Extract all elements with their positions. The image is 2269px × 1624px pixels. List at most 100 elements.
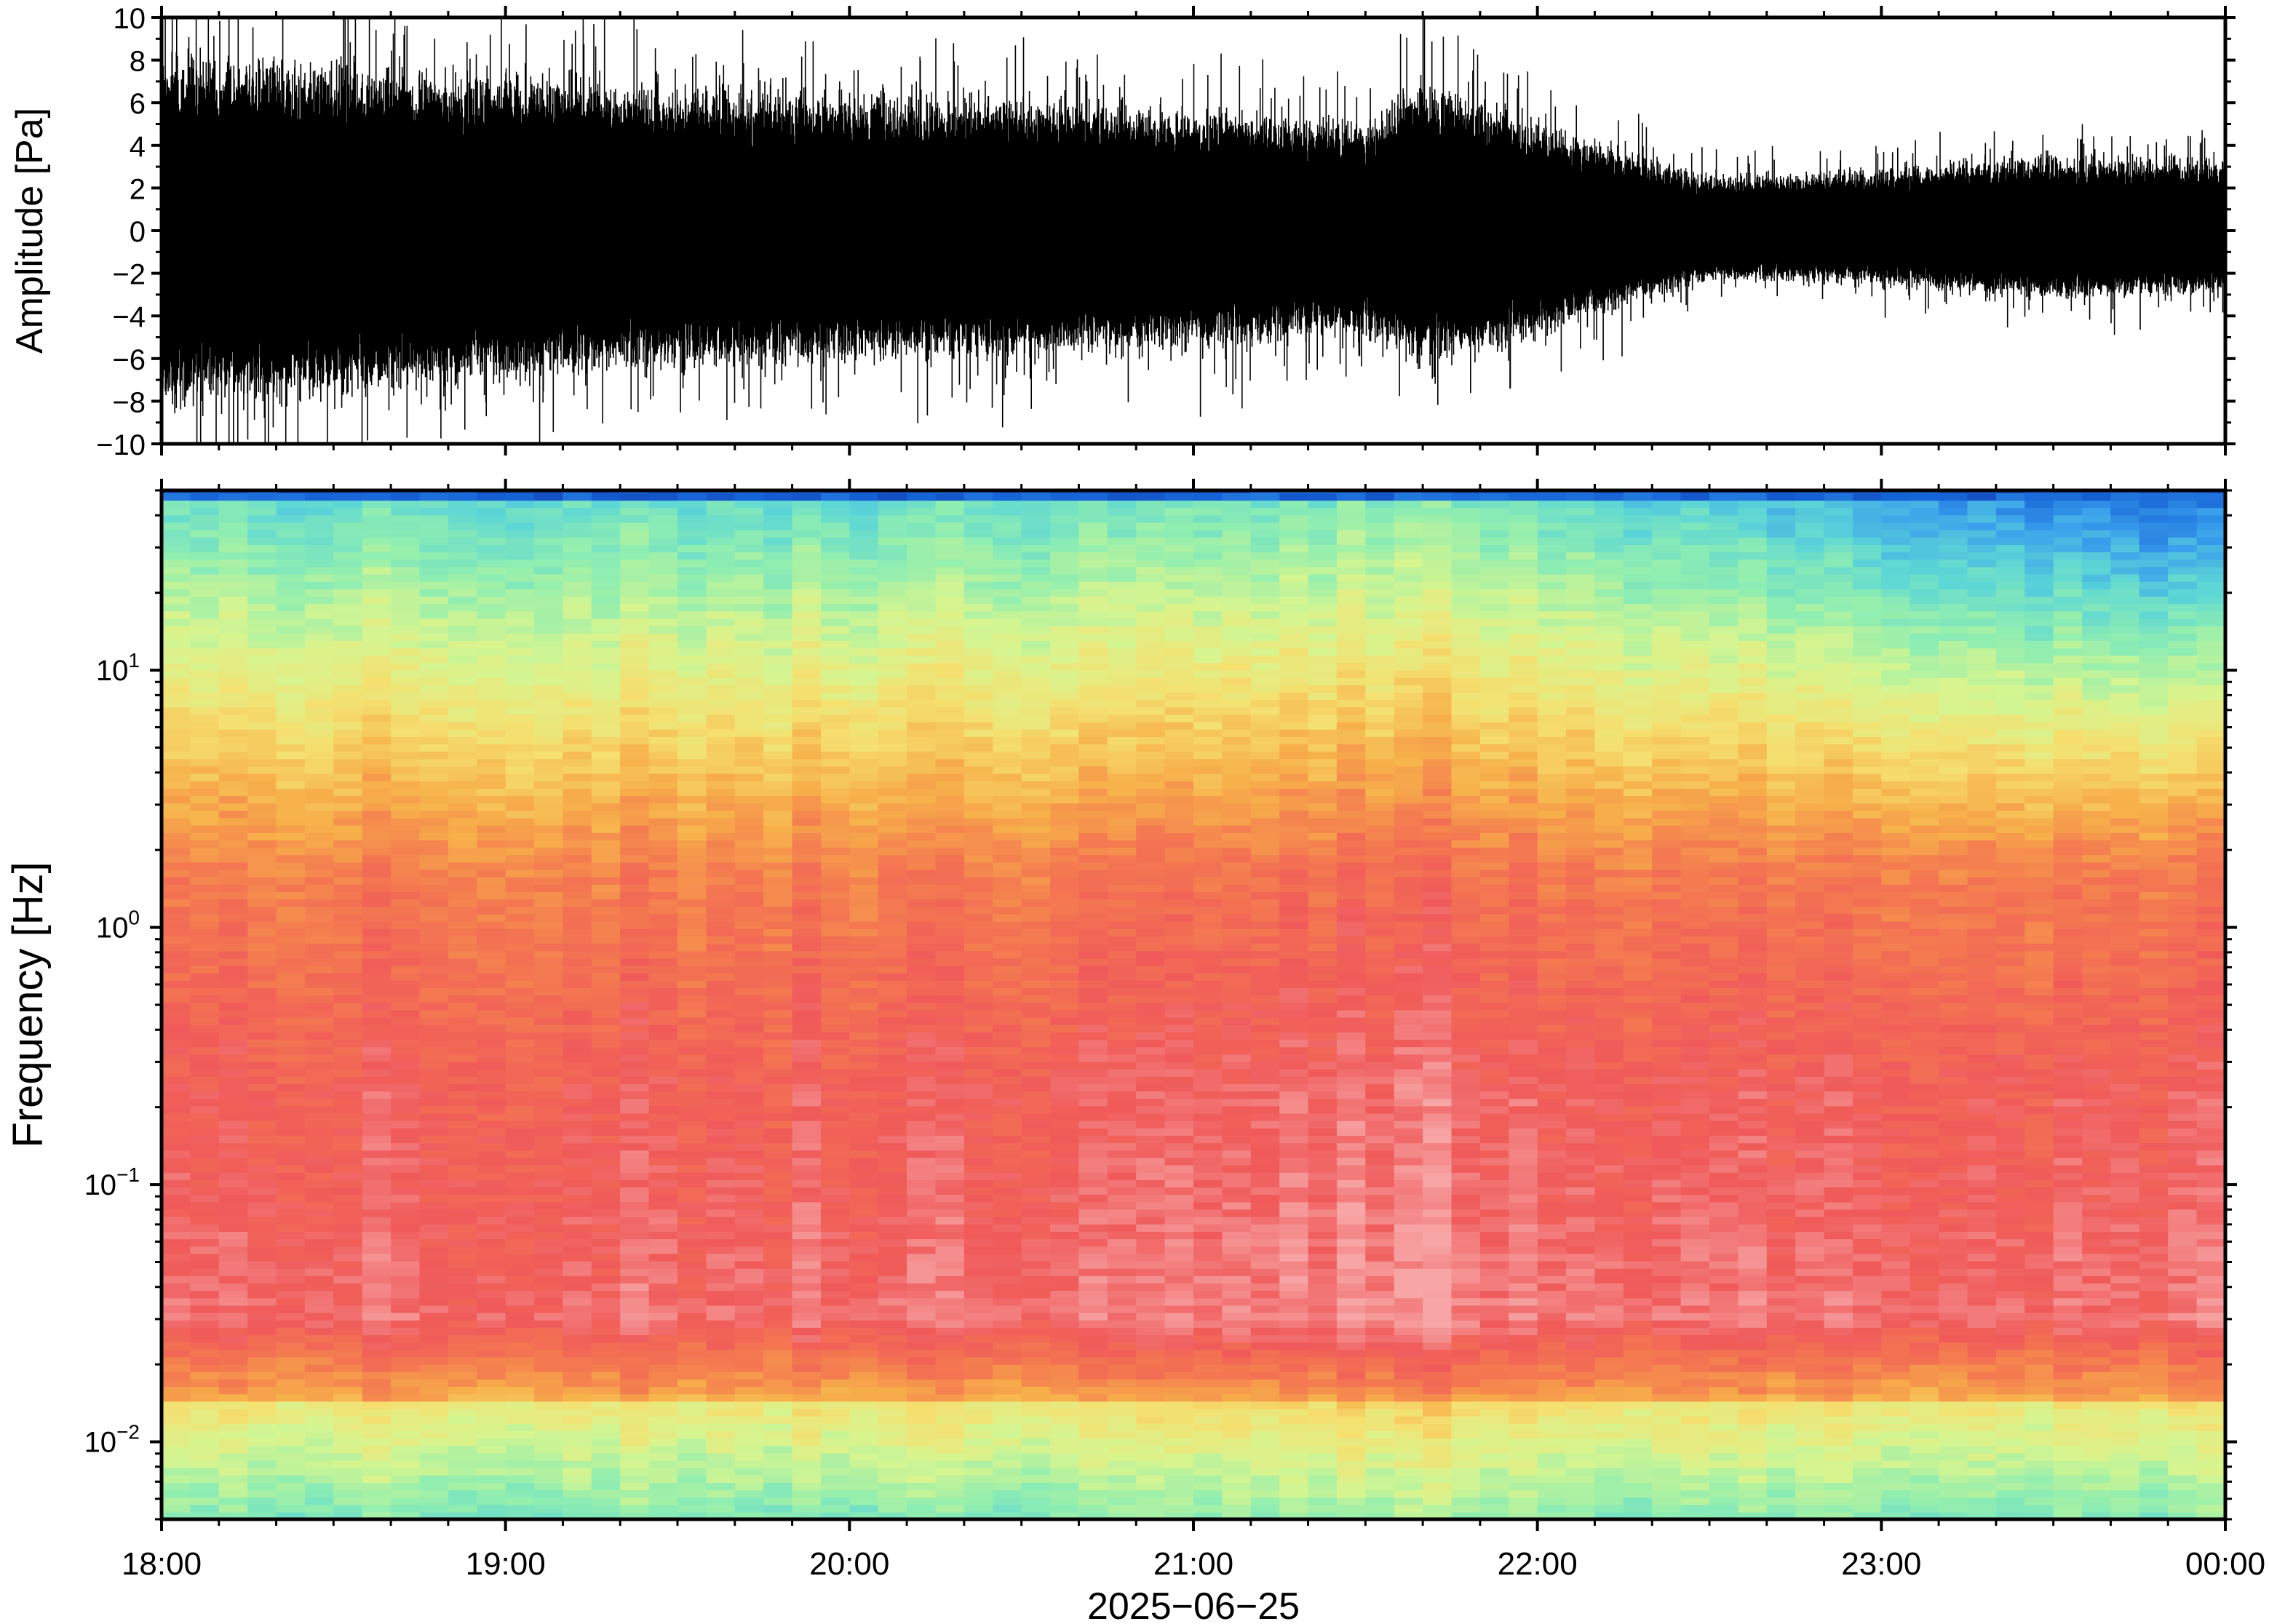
spectrogram-cell <box>333 1216 363 1225</box>
spectrogram-cell <box>419 817 449 826</box>
spectrogram-cell <box>734 758 764 767</box>
spectrogram-cell <box>1107 603 1137 612</box>
spectrogram-cell <box>362 1224 392 1232</box>
spectrogram-cell <box>505 699 535 708</box>
spectrogram-cell <box>218 1305 248 1313</box>
spectrogram-cell <box>1107 500 1137 509</box>
spectrogram-cell <box>820 1238 851 1247</box>
spectrogram-cell <box>276 699 306 708</box>
spectrogram-cell <box>1021 1275 1051 1283</box>
spectrogram-cell <box>591 1157 621 1166</box>
spectrogram-cell <box>1078 1260 1108 1269</box>
spectrogram-cell <box>1050 1408 1080 1417</box>
spectrogram-cell <box>620 1105 650 1114</box>
spectrogram-cell <box>505 1489 535 1498</box>
spectrogram-cell <box>763 1327 793 1336</box>
spectrogram-cell <box>1136 995 1166 1003</box>
spectrogram-cell <box>448 803 478 811</box>
spectrogram-cell <box>190 1364 220 1372</box>
spectrogram-cell <box>391 1112 421 1121</box>
spectrogram-cell <box>792 832 822 840</box>
spectrogram-cell <box>419 906 449 915</box>
spectrogram-cell <box>620 1275 650 1283</box>
spectrogram-cell <box>218 1356 248 1365</box>
spectrogram-cell <box>218 573 248 582</box>
spectrogram-cell <box>448 507 478 516</box>
spectrogram-cell <box>706 965 736 974</box>
spectrogram-cell <box>993 995 1022 1003</box>
spectrogram-cell <box>1107 1231 1137 1240</box>
spectrogram-cell <box>1021 943 1051 952</box>
spectrogram-cell <box>1107 655 1137 664</box>
spectrogram-cell <box>677 1290 707 1299</box>
spectrogram-cell <box>763 1128 793 1136</box>
spectrogram-cell <box>1107 1260 1137 1269</box>
spectrogram-cell <box>907 950 937 959</box>
spectrogram-cell <box>993 972 1022 981</box>
spectrogram-cell <box>362 544 392 553</box>
spectrogram-cell <box>935 559 965 568</box>
spectrogram-cell <box>304 1201 335 1210</box>
spectrogram-cell <box>1107 699 1137 708</box>
spectrogram-cell <box>333 840 363 848</box>
spectrogram-cell <box>247 1016 277 1025</box>
spectrogram-cell <box>734 1497 764 1505</box>
spectrogram-cell <box>620 655 650 664</box>
spectrogram-cell <box>276 618 306 626</box>
spectrogram-cell <box>448 1305 478 1313</box>
spectrogram-cell <box>734 514 764 523</box>
spectrogram-cell <box>1050 1334 1080 1343</box>
spectrogram-cell <box>362 500 392 509</box>
spectrogram-cell <box>304 810 335 819</box>
spectrogram-cell <box>907 1216 937 1225</box>
spectrogram-cell <box>1050 640 1080 649</box>
spectrogram-cell <box>190 559 220 568</box>
spectrogram-cell <box>362 1401 392 1409</box>
spectrogram-cell <box>591 1497 621 1505</box>
spectrogram-cell <box>1021 840 1051 848</box>
spectrogram-cell <box>878 1039 907 1048</box>
spectrogram-cell <box>993 559 1022 568</box>
spectrogram-cell <box>477 1194 506 1203</box>
spectrogram-cell <box>1078 891 1108 900</box>
spectrogram-cell <box>677 1105 707 1114</box>
spectrogram-cell <box>362 721 392 730</box>
spectrogram-cell <box>304 1452 335 1461</box>
spectrogram-cell <box>218 1216 248 1225</box>
spectrogram-cell <box>820 1002 851 1011</box>
spectrogram-cell <box>1021 1475 1051 1484</box>
spectrogram-cell <box>763 943 793 952</box>
spectrogram-cell <box>706 603 736 612</box>
spectrogram-cell <box>419 950 449 959</box>
spectrogram-cell <box>362 493 392 501</box>
spectrogram-cell <box>935 765 965 774</box>
spectrogram-cell <box>419 1511 449 1519</box>
spectrogram-cell <box>878 1489 907 1498</box>
spectrogram-cell <box>1107 1408 1137 1417</box>
spectrogram-cell <box>935 1098 965 1107</box>
spectrogram-cell <box>706 1408 736 1417</box>
spectrogram-cell <box>477 1016 506 1025</box>
spectrogram-cell <box>792 1364 822 1372</box>
spectrogram-cell <box>849 1039 879 1048</box>
spectrogram-cell <box>304 899 335 907</box>
spectrogram-cell <box>448 1349 478 1358</box>
spectrogram-cell <box>477 1076 506 1084</box>
spectrogram-cell <box>620 899 650 907</box>
spectrogram-cell <box>820 1349 851 1358</box>
spectrogram-cell <box>907 1201 937 1210</box>
spectrogram-cell <box>677 869 707 877</box>
spectrogram-cell <box>734 1171 764 1180</box>
spectrogram-cell <box>1078 1349 1108 1358</box>
spectrogram-cell <box>993 1408 1022 1417</box>
spectrogram-cell <box>849 1438 879 1446</box>
spectrogram-cell <box>591 493 621 501</box>
spectrogram-cell <box>218 1445 248 1454</box>
spectrogram-cell <box>1107 832 1137 840</box>
spectrogram-cell <box>963 765 994 774</box>
spectrogram-cell <box>304 721 335 730</box>
spectrogram-cell <box>907 1024 937 1032</box>
spectrogram-cell <box>1107 987 1137 996</box>
spectrogram-cell <box>1050 662 1080 671</box>
spectrogram-cell <box>448 1364 478 1372</box>
